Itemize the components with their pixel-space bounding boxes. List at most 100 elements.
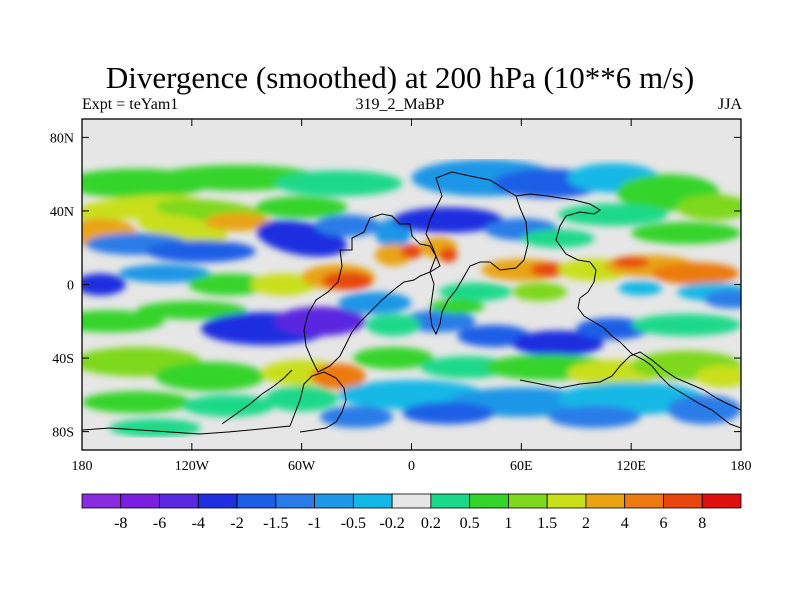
colorbar-label: 2 (582, 515, 590, 532)
field-contour-region (400, 244, 423, 259)
field-contour-region (704, 290, 741, 309)
field-contour-region (204, 212, 271, 232)
coastline-antarctica (82, 371, 347, 435)
x-tick-label: 120E (616, 459, 646, 474)
colorbar-swatch (663, 493, 703, 509)
colorbar-swatch (701, 493, 742, 509)
colorbar-swatch (236, 493, 277, 509)
field-contour-region (512, 282, 568, 302)
colorbar-label: 4 (621, 515, 629, 532)
field-contour-region (402, 402, 494, 425)
field-contour-region (82, 310, 165, 333)
coastline-antarctic-peninsula (221, 369, 293, 425)
field-contour-region (631, 313, 741, 336)
field-contour-region (512, 330, 604, 357)
colorbar-label: -8 (114, 515, 127, 532)
field-contour-region (695, 365, 741, 388)
colorbar-label: 6 (659, 515, 667, 532)
x-tick-label: 180 (731, 459, 752, 474)
field-contour-region (393, 207, 504, 234)
field-contour-region (352, 347, 434, 370)
axes: 180 120W 60W 0 60E 120E 180 80N 40N 0 40S 80S (50, 119, 752, 474)
field-contour-region (274, 306, 366, 336)
colorbar-label: -0.2 (379, 515, 404, 532)
colorbar-swatch (430, 493, 471, 509)
colorbar-label: -2 (230, 515, 243, 532)
coastline-south-america (303, 213, 441, 373)
divergence-field (82, 159, 741, 438)
colorbar-swatch (352, 493, 393, 509)
colorbar-label: 1.5 (537, 515, 557, 532)
colorbar-label: -1 (308, 515, 321, 532)
colorbar-swatch (275, 493, 315, 509)
x-tick-label: 180 (72, 459, 93, 474)
field-contour-region (365, 313, 421, 336)
field-contour-region (255, 196, 348, 219)
y-tick-label: 80N (50, 131, 74, 146)
field-contour-region (429, 299, 485, 314)
field-contour-region (321, 271, 374, 291)
field-contour-region (402, 310, 476, 333)
field-contour-region (651, 262, 740, 285)
season-label: JJA (717, 96, 742, 113)
colorbar-swatch (314, 493, 354, 509)
field-contour-region (82, 273, 126, 296)
colorbar-label: 0.5 (460, 515, 480, 532)
x-tick-label: 60E (510, 459, 533, 474)
field-contour-region (612, 256, 650, 268)
field-contour-region (82, 391, 192, 414)
field-contour-region (118, 264, 211, 283)
field-contour-region (438, 247, 458, 263)
colorbar-swatch (546, 493, 587, 509)
colorbar-swatch (159, 493, 199, 509)
field-contour-region (155, 361, 266, 392)
run-label: 319_2_MaBP (355, 96, 445, 113)
y-tick-label: 40S (52, 352, 74, 367)
field-contour-region (631, 221, 741, 245)
colorbar-swatch (469, 493, 509, 509)
colorbar-swatch (81, 493, 122, 509)
colorbar-swatch (508, 493, 548, 509)
experiment-label: Expt = teYam1 (82, 96, 179, 113)
field-contour-region (618, 280, 663, 296)
field-contour-region (250, 273, 317, 296)
field-contour-region (420, 356, 513, 379)
colorbar-label: 8 (698, 515, 706, 532)
x-tick-label: 60W (288, 459, 316, 474)
field-contour-region (188, 273, 269, 296)
field-contour-region (457, 324, 531, 348)
colorbar-swatch (585, 493, 626, 509)
field-contour-region (109, 418, 201, 438)
coastline-asia (515, 193, 741, 429)
field-contour-region (146, 240, 256, 263)
colorbar-swatch (120, 493, 160, 509)
field-contour-region (676, 194, 741, 221)
colorbar-label: -4 (192, 515, 205, 532)
coastline-east-antarctic (519, 351, 741, 411)
field-contour-region (310, 363, 366, 390)
coastlines (82, 171, 741, 435)
colorbar-swatch (391, 493, 432, 509)
field-contour-region (319, 405, 394, 428)
colorbar-swatch (197, 493, 238, 509)
colorbar-label: 1 (504, 515, 512, 532)
x-tick-label: 0 (408, 459, 415, 474)
field-contour-region (182, 394, 275, 417)
colorbar-label: -1.5 (263, 515, 288, 532)
coastline-africa (425, 171, 529, 336)
field-contour-region (530, 262, 568, 278)
field-contour-region (548, 405, 641, 428)
field-contour-region (338, 291, 412, 314)
x-tick-label: 120W (175, 459, 210, 474)
field-contour-region (265, 385, 339, 412)
colorbar-swatch (624, 493, 664, 509)
field-contour-region (136, 301, 247, 320)
colorbar: -8 -6 -4 -2 -1.5 -1 -0.5 -0.2 0.2 0.5 1 1.5 2 4 6 8 (81, 493, 742, 532)
y-tick-label: 80S (52, 426, 74, 441)
colorbar-label: -0.5 (341, 515, 366, 532)
colorbar-label: 0.2 (421, 515, 441, 532)
y-tick-label: 0 (67, 279, 74, 294)
field-contour-region (274, 170, 403, 197)
field-contour-region (521, 229, 595, 248)
